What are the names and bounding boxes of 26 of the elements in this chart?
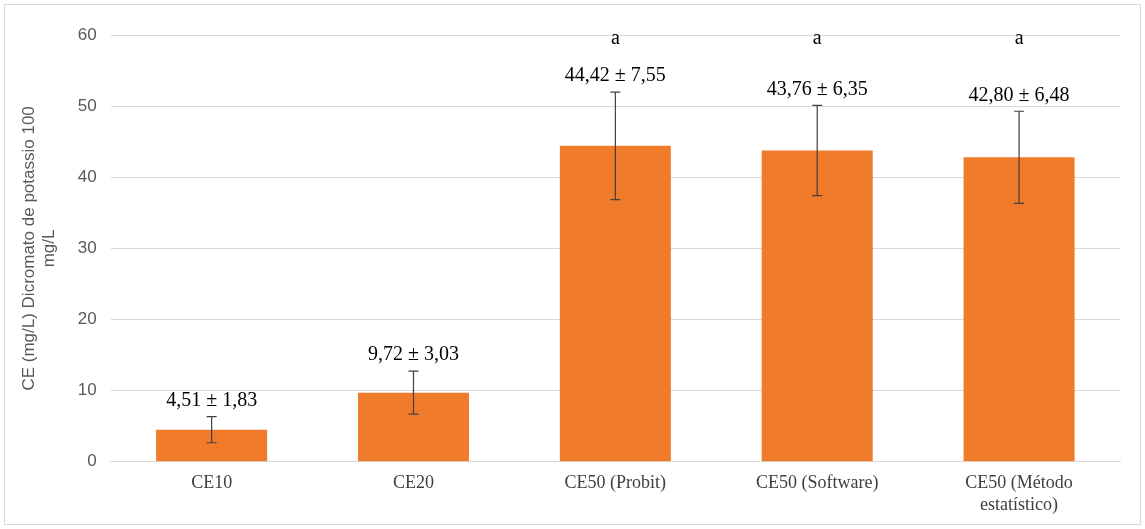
y-tick-label: 0 <box>87 451 97 471</box>
y-tick-label: 10 <box>77 380 97 400</box>
bar <box>156 429 268 462</box>
y-tick-label: 60 <box>77 24 97 44</box>
y-tick-label: 40 <box>77 166 97 186</box>
x-tick-label: CE20 <box>392 472 434 493</box>
data-label: 9,72 ± 3,03 <box>368 342 459 365</box>
bar <box>559 145 671 462</box>
annotation: a <box>1014 26 1024 49</box>
x-tick-label: CE50 (Método estatístico) <box>965 472 1073 515</box>
data-label: 4,51 ± 1,83 <box>166 387 258 410</box>
y-tick-label: 50 <box>77 95 97 115</box>
y-tick-label: 30 <box>77 238 97 258</box>
data-label: 44,42 ± 7,55 <box>564 63 666 86</box>
x-tick-label: CE10 <box>191 472 233 493</box>
y-tick-label: 20 <box>77 309 97 329</box>
annotation: a <box>610 26 620 49</box>
data-label: 43,76 ± 6,35 <box>766 76 868 99</box>
annotation: a <box>812 26 822 49</box>
x-tick-label: CE50 (Software) <box>755 472 879 494</box>
x-tick-label: CE50 (Probit) <box>564 472 667 494</box>
bar <box>761 150 873 462</box>
bar <box>963 157 1075 462</box>
y-axis-title: CE (mg/L) Dicromato de potassio 100 mg/L <box>18 106 59 391</box>
data-label: 42,80 ± 6,48 <box>968 82 1070 105</box>
bar <box>357 392 470 462</box>
